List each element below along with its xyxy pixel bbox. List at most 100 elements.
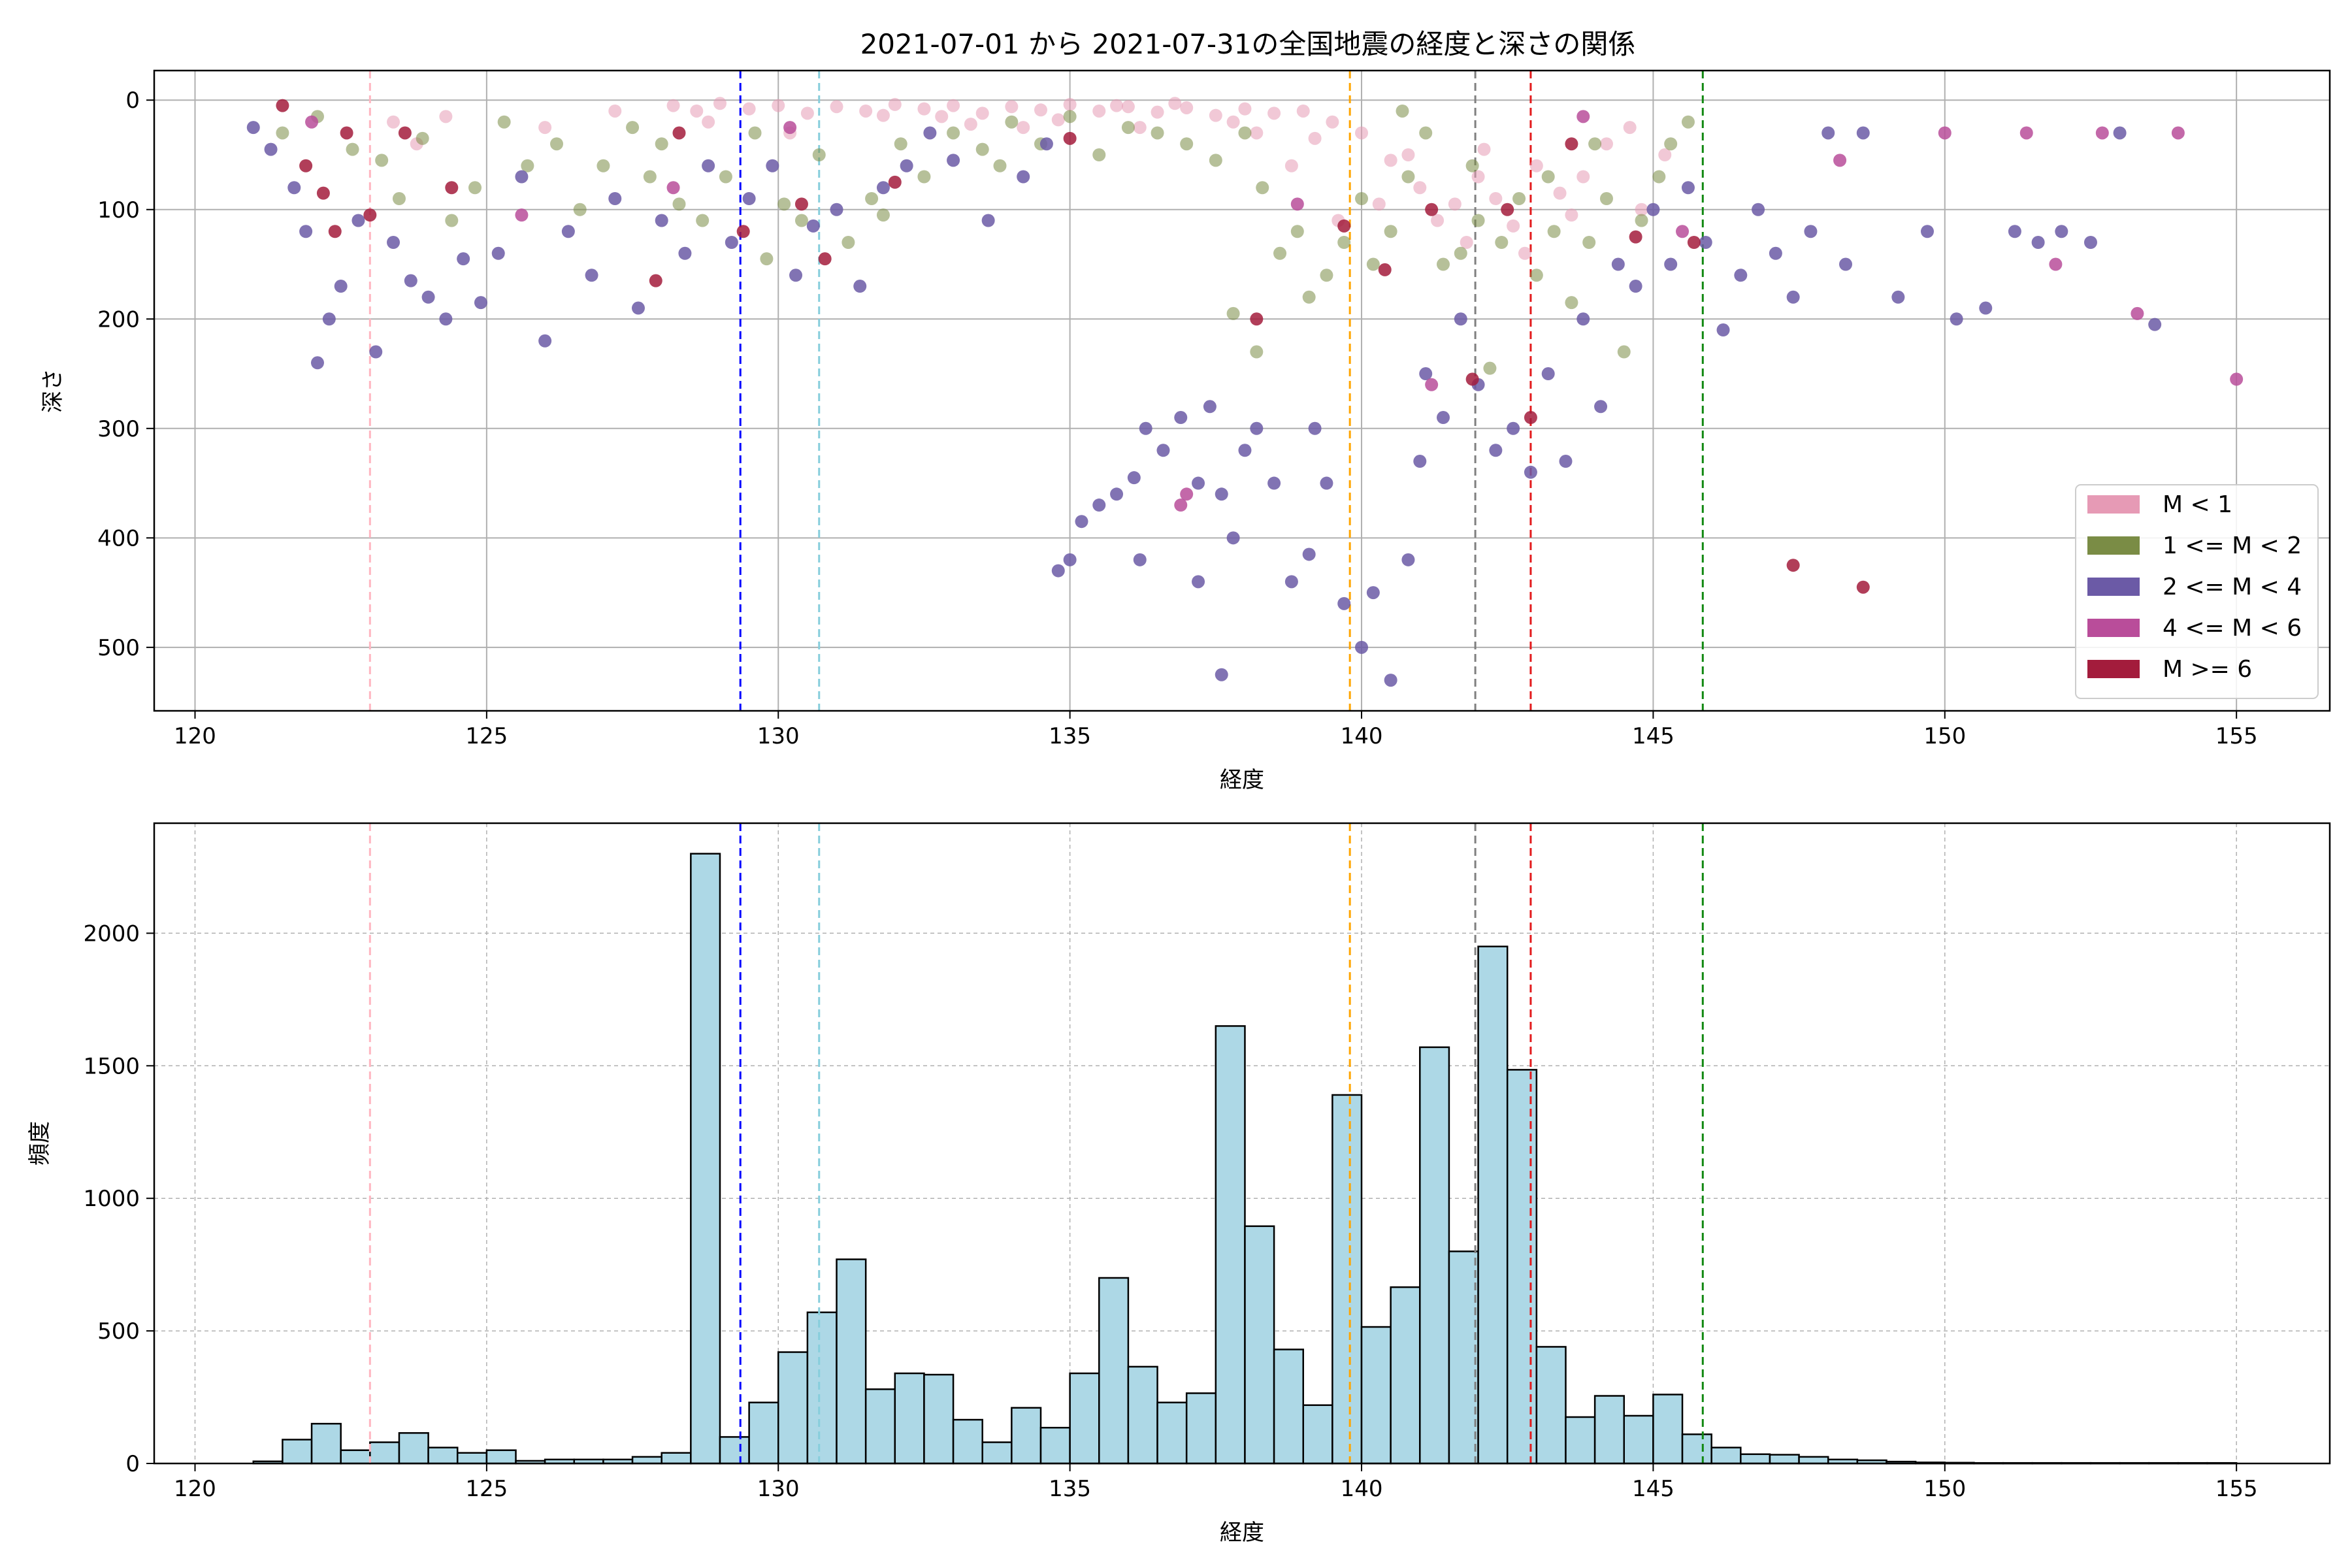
scatter-point — [474, 296, 487, 310]
histogram-x-axis-label: 経度 — [1220, 1520, 1264, 1546]
histogram-bar — [310, 1422, 342, 1465]
scatter-point — [777, 197, 791, 211]
histogram-y-axis-label: 頻度 — [27, 1121, 53, 1166]
scatter-tick-labels: 120 125 130 135 140 145 150 155 0 100 200 300 400 500 — [97, 88, 2258, 749]
scatter-point — [416, 131, 429, 145]
scatter-point — [1267, 106, 1281, 120]
scatter-point — [993, 159, 1007, 172]
scatter-point — [917, 170, 931, 184]
scatter-point — [1110, 99, 1124, 112]
scatter-point — [515, 170, 529, 184]
scatter-point — [655, 214, 668, 227]
scatter-point — [1005, 100, 1019, 114]
histogram-bar — [1681, 1433, 1712, 1465]
scatter-point — [1565, 208, 1578, 222]
scatter-point — [2131, 306, 2144, 320]
scatter-point — [806, 219, 820, 233]
scatter-point — [1635, 214, 1648, 227]
scatter-point — [1355, 126, 1369, 140]
scatter-point — [1576, 312, 1590, 326]
scatter-point — [1092, 104, 1106, 118]
scatter-point — [1676, 225, 1690, 238]
scatter-point — [1547, 225, 1561, 238]
histogram-bars — [252, 853, 2238, 1465]
legend-swatch-m-lt1 — [2087, 495, 2140, 514]
scatter-point — [947, 154, 960, 167]
scatter-point — [1507, 219, 1520, 233]
scatter-y-tick-label: 500 — [97, 635, 140, 661]
scatter-point — [515, 208, 529, 222]
legend-label-m-ge6: M >= 6 — [2163, 656, 2252, 683]
scatter-point — [1920, 225, 1934, 238]
histogram-bar — [894, 1372, 925, 1465]
scatter-point — [1489, 192, 1503, 205]
histogram-bar — [1506, 1069, 1538, 1465]
scatter-point — [1541, 170, 1555, 184]
scatter-point — [1635, 203, 1648, 216]
scatter-point — [1337, 596, 1351, 610]
legend-swatch-m-2-4 — [2087, 578, 2140, 596]
scatter-point — [445, 181, 459, 195]
scatter-point — [1151, 105, 1164, 119]
histogram-reference-lines — [368, 823, 1704, 1463]
scatter-point — [1273, 246, 1287, 260]
scatter-point — [1565, 296, 1578, 310]
scatter-point — [900, 159, 913, 172]
scatter-point — [1092, 498, 1106, 512]
scatter-point — [1594, 400, 1608, 414]
scatter-point — [1599, 137, 1613, 151]
scatter-point — [1308, 421, 1322, 435]
scatter-point — [1681, 115, 1695, 129]
scatter-point — [1664, 137, 1678, 151]
histogram-bar — [485, 1449, 517, 1465]
scatter-point — [1477, 142, 1491, 156]
scatter-point — [1296, 104, 1310, 118]
scatter-point — [1180, 101, 1194, 114]
histogram-x-tick-label: 155 — [2215, 1476, 2258, 1502]
scatter-point — [1355, 640, 1369, 654]
histogram-bar — [340, 1449, 371, 1465]
scatter-point — [742, 192, 756, 205]
scatter-point — [1320, 476, 1333, 490]
scatter-point — [1284, 159, 1298, 172]
histogram-bar — [1331, 1094, 1363, 1465]
scatter-point — [346, 142, 359, 156]
scatter-point — [975, 106, 989, 120]
scatter-point — [1384, 154, 1397, 167]
histogram-bar — [690, 853, 721, 1465]
scatter-point — [1139, 421, 1152, 435]
histogram-bar — [836, 1258, 867, 1465]
scatter-point — [1209, 108, 1222, 122]
scatter-point — [794, 214, 808, 227]
scatter-point — [800, 106, 814, 120]
scatter-point — [550, 137, 564, 151]
scatter-point — [322, 312, 336, 326]
scatter-point — [2095, 126, 2109, 140]
histogram-x-tick-label: 145 — [1632, 1476, 1674, 1502]
histogram-bar — [282, 1439, 313, 1465]
scatter-point — [947, 126, 960, 140]
scatter-point — [888, 97, 902, 111]
scatter-point — [1127, 471, 1141, 485]
scatter-series-m-ge6 — [276, 99, 1870, 594]
scatter-point — [672, 126, 686, 140]
scatter-point — [1489, 444, 1503, 457]
histogram-x-tick-label: 120 — [174, 1476, 216, 1502]
histogram-bar — [1710, 1446, 1742, 1465]
scatter-point — [1192, 476, 1205, 490]
scatter-point — [876, 108, 890, 122]
scatter-point — [1302, 290, 1316, 304]
scatter-point — [2083, 236, 2097, 250]
histogram-bar — [398, 1432, 429, 1465]
histogram-y-tick-label: 500 — [97, 1318, 140, 1345]
histogram-bar — [1390, 1286, 1421, 1465]
histogram-bar — [1185, 1392, 1217, 1465]
scatter-point — [1039, 137, 1053, 151]
scatter-point — [1238, 444, 1252, 457]
scatter-x-tick-label: 125 — [465, 723, 508, 749]
scatter-point — [1658, 148, 1672, 161]
histogram-bar — [981, 1441, 1013, 1465]
scatter-point — [812, 148, 826, 161]
scatter-point — [1454, 312, 1467, 326]
scatter-point — [1203, 400, 1217, 414]
